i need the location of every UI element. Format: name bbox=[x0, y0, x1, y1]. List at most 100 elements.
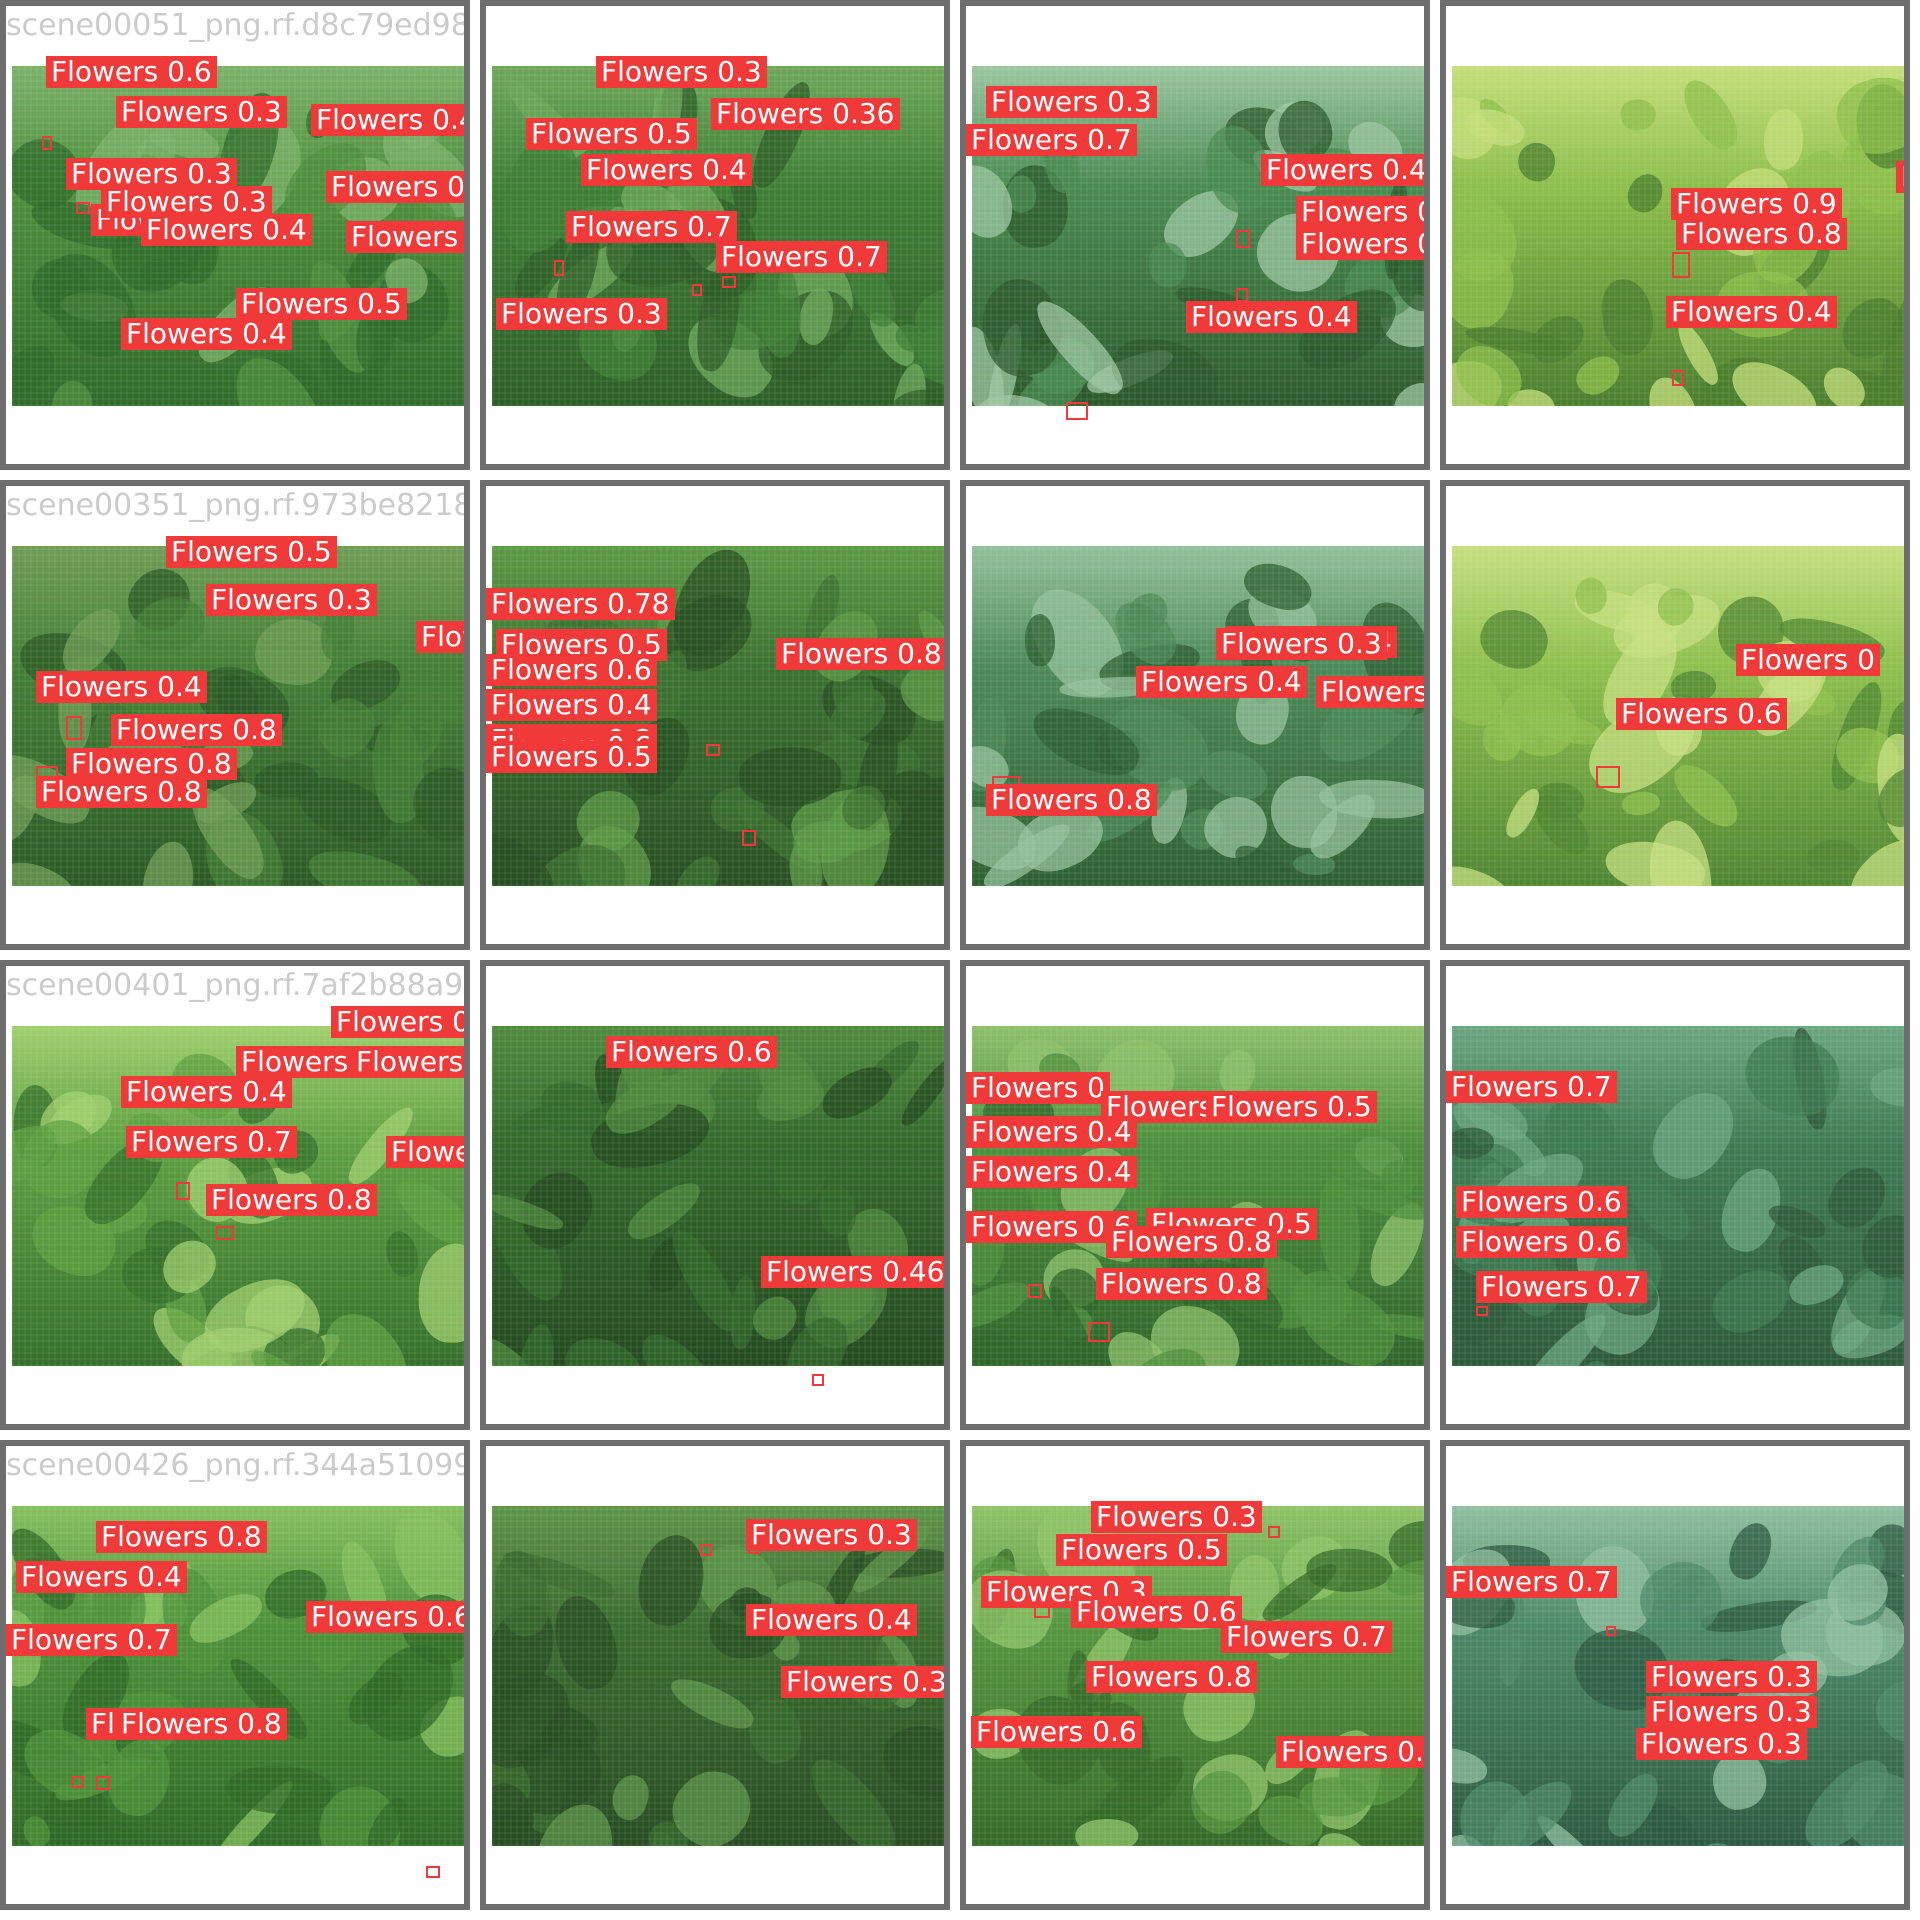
detection-box bbox=[1088, 1322, 1110, 1342]
detection-label: Flowers 0.7 bbox=[566, 211, 737, 243]
detection-label: Flowers 0.7 bbox=[126, 1126, 297, 1158]
detection-box bbox=[706, 744, 720, 756]
detection-label: Flowers 0.3 bbox=[206, 584, 377, 616]
detection-box bbox=[1672, 252, 1690, 278]
detection-label: Flowers 0.9 bbox=[1671, 188, 1842, 220]
detection-label: Flowers 0.3 bbox=[1646, 1696, 1817, 1728]
image-filename: scene00426_png.rf.344a5109909b830798c9c6… bbox=[6, 1448, 464, 1483]
greenhouse-net-overlay bbox=[972, 546, 1424, 886]
detection-box bbox=[176, 1182, 190, 1200]
detection-label: Flowers 0.7 bbox=[1221, 1621, 1392, 1653]
detection-box bbox=[692, 284, 702, 296]
mosaic-tile: Flowers 0 Flowers 0.4 Flowers 0.5 Flowers 0… bbox=[960, 960, 1430, 1430]
detection-label: Flowers 0.3 bbox=[496, 298, 667, 330]
mosaic-tile: Flowers 0.3 Flowers 0.36 Flowers 0.5 Flower… bbox=[480, 0, 950, 470]
detection-label: Flowers 0.3 bbox=[66, 158, 237, 190]
detection-label: Flowers 0.5 bbox=[236, 288, 407, 320]
detection-label: Flowers 0.8 bbox=[96, 1521, 267, 1553]
image-filename: scene00401_png.rf.7af2b88a9808365d28ac.r… bbox=[6, 968, 464, 1003]
detection-label: Flowers 0.4 bbox=[966, 1116, 1137, 1148]
detection-label: Flowers 0 bbox=[966, 1072, 1110, 1104]
detection-label: Flowers 0.3 bbox=[116, 96, 287, 128]
detection-label: Flowers 0.7 bbox=[6, 1624, 177, 1656]
detection-label: Flowers 0.4 bbox=[1666, 296, 1837, 328]
detection-box bbox=[722, 276, 736, 288]
detection-label: Flowers 0.8 bbox=[206, 1184, 377, 1216]
detection-label: Flowers 0.8 bbox=[986, 784, 1157, 816]
detection-label: Flowers 0.36 bbox=[711, 98, 900, 130]
detection-label: Flowers 0.4 bbox=[746, 1604, 917, 1636]
detection-label: Flowers 0.5 bbox=[526, 118, 697, 150]
greenhouse-net-overlay bbox=[12, 1506, 464, 1846]
detection-box bbox=[1596, 766, 1620, 788]
detection-box bbox=[96, 1776, 110, 1790]
detection-label: Flowers 0.3 bbox=[746, 1519, 917, 1551]
detection-box bbox=[1476, 1306, 1488, 1316]
detection-label: Flowers 0.7 bbox=[1476, 1271, 1647, 1303]
detection-label: Flowers 0.4 bbox=[351, 1046, 464, 1078]
detection-label: Flowers 0.6 bbox=[1456, 1186, 1627, 1218]
detection-label: Flowers 0.3 bbox=[1216, 628, 1387, 660]
detection-box bbox=[554, 260, 564, 276]
mosaic-tile: Flowers 0.6 Flowers 0.46 bbox=[480, 960, 950, 1430]
detection-label: Flowers 0.34 bbox=[331, 1006, 464, 1038]
detection-label: Flowers 0.6 bbox=[46, 56, 217, 88]
greenhouse-photo bbox=[972, 1026, 1424, 1366]
detection-label: Flowers 0.4 bbox=[141, 214, 312, 246]
detection-label: Flowers 0.3 bbox=[986, 86, 1157, 118]
detection-box bbox=[812, 1374, 824, 1386]
image-filename: scene00351_png.rf.973be82189a4029f69b45.… bbox=[6, 488, 464, 523]
detection-label: Flowers 0.8 bbox=[1676, 218, 1847, 250]
detection-box bbox=[1672, 370, 1684, 386]
detection-label: Flowers 0.3 bbox=[781, 1666, 944, 1698]
detection-label: Flowers 0.6 bbox=[486, 654, 657, 686]
greenhouse-photo bbox=[492, 1026, 944, 1366]
greenhouse-photo bbox=[492, 1506, 944, 1846]
detection-label: Flowers 0.4 bbox=[16, 1561, 187, 1593]
detection-label: Flowers 0.4 bbox=[121, 1076, 292, 1108]
detection-label: Flowers 0.7 bbox=[716, 241, 887, 273]
detection-label: Flowers 0.3 bbox=[1091, 1501, 1262, 1533]
detection-label: Flowers 0.5 bbox=[486, 741, 657, 773]
detection-label: Flowers 0.7 bbox=[966, 124, 1137, 156]
detection-box bbox=[1066, 402, 1088, 420]
greenhouse-net-overlay bbox=[492, 1026, 944, 1366]
detection-label: Flowers 0.4 bbox=[581, 154, 752, 186]
detection-label: Flowers 0.7 bbox=[1446, 1566, 1617, 1598]
detection-box bbox=[42, 136, 52, 150]
detection-label: Flowers 0.5 bbox=[1206, 1091, 1377, 1123]
detection-label: Flowers 0 bbox=[1736, 644, 1880, 676]
mosaic-tile: Flowers 0.3 Flowers 0.5 Flowers 0.3 Flowers… bbox=[960, 1440, 1430, 1910]
detection-label: Flowers 0.8 bbox=[776, 638, 944, 670]
detection-label: Flowers 0.7 bbox=[1446, 1071, 1617, 1103]
detection-label: Flowers 0.6 bbox=[416, 621, 464, 653]
detection-label: Flowers 0.5 bbox=[1056, 1534, 1227, 1566]
detection-label: Flowers 0.5 bbox=[166, 536, 337, 568]
mosaic-tile: scene00426_png.rf.344a5109909b830798c9c6… bbox=[0, 1440, 470, 1910]
detection-label: Flowers 0.4 bbox=[1186, 301, 1357, 333]
detection-label: Flowers 0.3 bbox=[596, 56, 767, 88]
leaf-shape bbox=[1271, 775, 1338, 849]
detection-label: Flowers 0.4 bbox=[311, 104, 464, 136]
mosaic-tile: scene00351_png.rf.973be82189a4029f69b45.… bbox=[0, 480, 470, 950]
detection-label: Flowers 0.8 bbox=[1106, 1226, 1277, 1258]
detection-label: Flowers 0.8 bbox=[116, 1708, 287, 1740]
mosaic-tile: scene00051_png.rf.d8c79ed98e2e744f97 1e4… bbox=[0, 0, 470, 470]
mosaic-tile: Flowers 0.7 Flowers 0.6 Flowers 0.6 Flowers… bbox=[1440, 960, 1910, 1430]
detection-label: Flowers 0.3 bbox=[1896, 161, 1904, 193]
detection-label: Flowers 0.6 bbox=[1071, 1596, 1242, 1628]
mosaic-tile: Flowers 0.3 Flowers 0.7 Flowers 0.4 Flowers… bbox=[960, 0, 1430, 470]
detection-box bbox=[72, 1776, 84, 1788]
detection-label: Flowers 0.4 bbox=[486, 689, 657, 721]
mosaic-tile: scene00401_png.rf.7af2b88a9808365d28ac.r… bbox=[0, 960, 470, 1430]
detection-label: Flowers 0.4 bbox=[966, 1156, 1137, 1188]
detection-box bbox=[1606, 1626, 1616, 1636]
detection-label: Flowers 0.6 bbox=[971, 1716, 1142, 1748]
detection-label: Flowers 0.8 bbox=[1096, 1268, 1267, 1300]
detection-box bbox=[426, 1866, 440, 1878]
detection-label: Flowers 0.6 bbox=[1456, 1226, 1627, 1258]
detection-label: Flowers 0.5 bbox=[1296, 196, 1424, 228]
detection-box bbox=[1268, 1526, 1280, 1538]
